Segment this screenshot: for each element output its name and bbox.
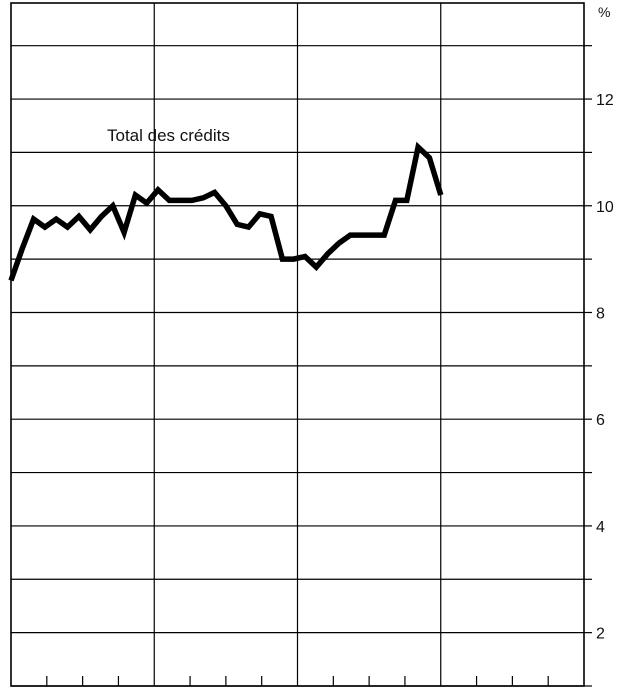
series-line-total-credits: [8, 141, 444, 282]
chart-grid: [10, 2, 592, 687]
y-tick-label: 6: [596, 412, 605, 429]
y-axis-unit-label: %: [598, 4, 610, 20]
x-axis-ticks: [46, 676, 549, 686]
series-group: [8, 141, 444, 282]
y-tick-label: 12: [596, 92, 614, 109]
y-tick-label: 2: [596, 626, 605, 643]
y-axis-tick-labels: 2 4 6 8 10 12: [596, 92, 614, 643]
y-tick-label: 10: [596, 199, 614, 216]
y-tick-label: 4: [596, 519, 605, 536]
y-tick-label: 8: [596, 305, 605, 322]
plot-frame: [10, 2, 585, 687]
series-annotation-label: Total des crédits: [107, 126, 230, 145]
